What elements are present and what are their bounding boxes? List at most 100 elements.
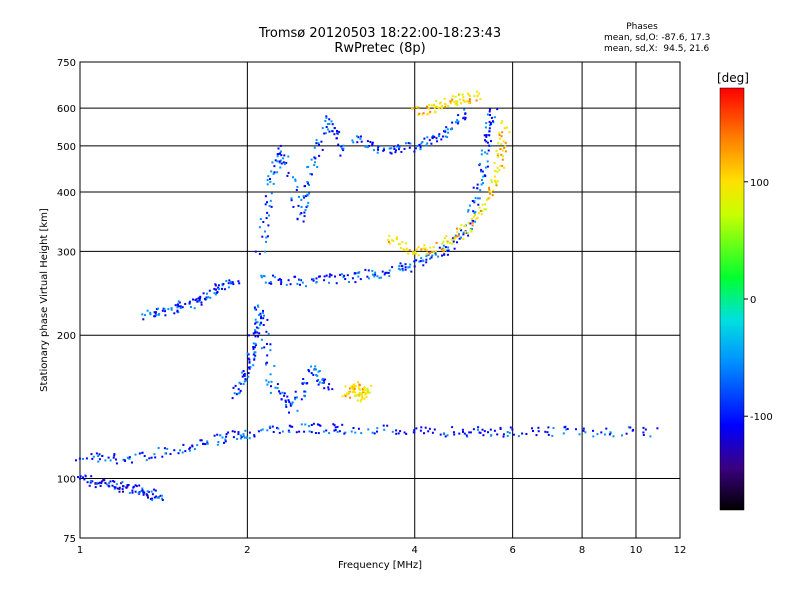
phase-echo-point: [260, 347, 263, 350]
phase-echo-point: [122, 490, 124, 493]
phase-echo-point: [322, 381, 325, 384]
phase-echo-point: [215, 288, 218, 291]
phase-echo-point: [389, 151, 392, 154]
phase-echo-point: [355, 272, 358, 275]
phase-echo-point: [267, 224, 270, 227]
phase-echo-point: [478, 164, 481, 166]
phase-echo-point: [325, 116, 328, 119]
phase-echo-point: [108, 485, 111, 488]
phase-echo-point: [260, 276, 263, 279]
phase-echo-point: [313, 156, 316, 159]
phase-echo-point: [388, 234, 391, 237]
phase-echo-point: [462, 100, 465, 103]
phase-echo-point: [268, 214, 270, 217]
phase-echo-point: [318, 423, 321, 426]
phase-echo-point: [182, 443, 185, 446]
phase-echo-point: [199, 295, 202, 298]
phase-echo-point: [266, 343, 268, 345]
phase-echo-point: [481, 179, 483, 181]
phase-echo-point: [471, 224, 474, 227]
phase-echo-point: [278, 390, 281, 393]
phase-echo-point: [415, 106, 418, 109]
phase-echo-point: [360, 398, 363, 401]
phase-echo-point: [174, 304, 177, 307]
phase-echo-point: [146, 490, 149, 493]
phase-echo-point: [427, 107, 430, 110]
phase-echo-point: [410, 270, 413, 273]
phase-echo-point: [214, 284, 217, 287]
phase-echo-point: [227, 431, 230, 434]
phase-echo-point: [334, 426, 337, 429]
phase-echo-point: [272, 274, 274, 277]
phase-echo-point: [104, 459, 107, 462]
phase-echo-point: [490, 181, 493, 184]
phase-echo-point: [409, 142, 412, 145]
phase-echo-point: [480, 183, 483, 186]
x-tick-label: 8: [579, 545, 585, 556]
phase-echo-point: [98, 453, 101, 456]
phase-echo-point: [414, 259, 417, 262]
phase-echo-point: [395, 236, 398, 239]
phase-echo-point: [420, 248, 423, 251]
phase-echo-point: [262, 324, 265, 326]
phase-echo-point: [450, 238, 453, 241]
phase-echo-point: [331, 130, 334, 133]
phase-echo-point: [112, 480, 115, 482]
phase-echo-point: [262, 275, 265, 277]
phase-echo-point: [103, 479, 106, 482]
phase-echo-point: [82, 476, 84, 479]
phase-echo-point: [479, 162, 481, 165]
phase-echo-point: [454, 234, 457, 237]
phase-echo-point: [111, 484, 114, 487]
phase-echo-point: [176, 310, 179, 313]
phase-echo-point: [453, 101, 456, 104]
phase-echo-point: [440, 248, 443, 251]
phase-echo-point: [328, 123, 331, 125]
phase-echo-point: [458, 237, 461, 240]
phase-echo-point: [170, 307, 173, 310]
phase-echo-point: [127, 484, 130, 486]
phase-echo-point: [485, 135, 488, 138]
phase-echo-point: [459, 98, 462, 101]
phase-echo-point: [415, 427, 418, 430]
phase-echo-point: [307, 369, 310, 371]
phase-echo-point: [415, 248, 418, 251]
phase-echo-point: [437, 135, 440, 138]
phase-echo-point: [364, 145, 367, 148]
phase-echo-point: [418, 260, 421, 263]
phase-echo-point: [253, 434, 256, 437]
phase-echo-point: [291, 425, 294, 428]
phase-echo-point: [297, 204, 300, 207]
phase-echo-point: [377, 146, 380, 149]
phase-echo-point: [405, 247, 408, 250]
phase-echo-point: [85, 457, 88, 460]
phase-echo-point: [384, 271, 387, 274]
phase-echo-point: [276, 155, 279, 158]
phase-echo-point: [474, 211, 477, 214]
phase-echo-point: [284, 400, 287, 403]
phase-echo-point: [531, 427, 533, 430]
phase-echo-point: [285, 405, 288, 408]
phase-echo-point: [194, 299, 197, 302]
phase-echo-point: [273, 165, 276, 168]
phase-echo-point: [282, 157, 285, 160]
phase-echo-point: [235, 393, 238, 396]
phase-echo-point: [193, 448, 196, 451]
phase-echo-point: [500, 122, 503, 124]
phase-echo-point: [468, 98, 471, 101]
phase-echo-point: [164, 314, 167, 317]
phase-echo-point: [444, 435, 447, 438]
phase-echo-point: [143, 455, 146, 457]
phase-echo-point: [357, 385, 360, 388]
phase-echo-point: [388, 269, 391, 272]
phase-echo-point: [452, 237, 454, 240]
phase-echo-point: [411, 107, 413, 110]
phase-echo-point: [521, 432, 524, 435]
phase-echo-point: [254, 329, 257, 332]
phase-echo-point: [363, 397, 366, 400]
phase-echo-point: [233, 392, 236, 395]
phase-echo-point: [367, 277, 370, 280]
phase-echo-point: [184, 450, 187, 453]
phase-echo-point: [82, 457, 84, 460]
phase-echo-point: [467, 210, 470, 213]
